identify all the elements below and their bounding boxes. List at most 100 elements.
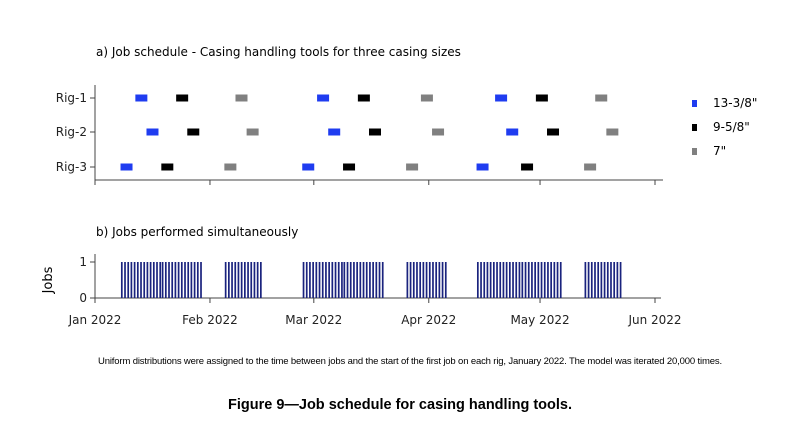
job-bar-stripe bbox=[432, 262, 434, 298]
job-bar-stripe bbox=[409, 262, 412, 298]
job-bar-stripe bbox=[228, 262, 230, 298]
job-bar-stripe bbox=[406, 262, 409, 298]
panel-b-y-tick-label: 1 bbox=[79, 255, 87, 269]
job-bar-stripe bbox=[476, 262, 479, 298]
job-bar-stripe bbox=[619, 262, 622, 298]
job-bar-stripe bbox=[159, 262, 162, 298]
schedule-marker bbox=[420, 94, 433, 102]
job-bar-stripe bbox=[597, 262, 600, 298]
job-bar-stripe bbox=[381, 262, 384, 298]
job-bar-stripe bbox=[378, 262, 381, 298]
job-bar-stripe bbox=[353, 262, 355, 298]
panel-b-axes: 0 1 Jobs Jan 2022 Feb 2022 Mar 2022 Apr 2022 Ma… bbox=[41, 254, 682, 327]
job-bar-stripe bbox=[346, 262, 349, 298]
job-bar-stripe bbox=[547, 262, 549, 298]
job-bar-stripe bbox=[480, 262, 482, 298]
job-bar-stripe bbox=[321, 262, 324, 298]
schedule-marker bbox=[535, 94, 548, 102]
schedule-marker bbox=[161, 163, 174, 171]
job-period-bar bbox=[302, 262, 343, 298]
job-bar-stripe bbox=[556, 262, 559, 298]
job-bar-stripe bbox=[234, 262, 237, 298]
job-bar-stripe bbox=[616, 262, 619, 298]
panel-a-y-tick-label: Rig-2 bbox=[56, 125, 87, 139]
job-bar-stripe bbox=[318, 262, 321, 298]
job-bar-stripe bbox=[168, 262, 170, 298]
job-bar-stripe bbox=[315, 262, 318, 298]
job-bar-stripe bbox=[412, 262, 415, 298]
job-period-bar bbox=[521, 262, 562, 298]
job-bar-stripe bbox=[331, 262, 334, 298]
schedule-marker bbox=[343, 163, 356, 171]
job-bar-stripe bbox=[521, 262, 524, 298]
job-bar-stripe bbox=[325, 262, 327, 298]
job-bar-stripe bbox=[559, 262, 562, 298]
schedule-marker bbox=[146, 128, 159, 136]
panel-b-x-tick-label: May 2022 bbox=[510, 313, 569, 327]
schedule-marker bbox=[224, 163, 237, 171]
job-bar-stripe bbox=[584, 262, 587, 298]
job-bar-stripe bbox=[428, 262, 431, 298]
schedule-marker bbox=[595, 94, 608, 102]
job-bar-stripe bbox=[543, 262, 546, 298]
job-bar-stripe bbox=[231, 262, 233, 298]
schedule-marker bbox=[506, 128, 519, 136]
job-bar-stripe bbox=[136, 262, 139, 298]
job-bar-stripe bbox=[190, 262, 193, 298]
panel-b-x-tick-label: Jan 2022 bbox=[68, 313, 122, 327]
job-bar-stripe bbox=[613, 262, 616, 298]
job-bar-stripe bbox=[187, 262, 190, 298]
schedule-marker bbox=[328, 128, 341, 136]
job-bar-stripe bbox=[152, 262, 155, 298]
job-bar-stripe bbox=[365, 262, 368, 298]
job-bar-stripe bbox=[253, 262, 256, 298]
panel-a-marks bbox=[120, 94, 619, 171]
job-bar-stripe bbox=[120, 262, 123, 298]
job-bar-stripe bbox=[422, 262, 425, 298]
panel-b-title: b) Jobs performed simultaneously bbox=[96, 225, 298, 239]
job-bar-stripe bbox=[610, 262, 612, 298]
job-bar-stripe bbox=[505, 262, 508, 298]
schedule-marker bbox=[495, 94, 508, 102]
job-bar-stripe bbox=[337, 262, 340, 298]
job-bar-stripe bbox=[224, 262, 227, 298]
job-bar-stripe bbox=[486, 262, 489, 298]
job-bar-stripe bbox=[193, 262, 196, 298]
job-period-bar bbox=[343, 262, 384, 298]
job-bar-stripe bbox=[171, 262, 174, 298]
job-bar-stripe bbox=[600, 262, 603, 298]
job-bar-stripe bbox=[312, 262, 314, 298]
job-bar-stripe bbox=[518, 262, 521, 298]
panel-b-x-tick-label: Jun 2022 bbox=[627, 313, 681, 327]
job-bar-stripe bbox=[184, 262, 186, 298]
panel-b-x-tick-label: Feb 2022 bbox=[182, 313, 238, 327]
job-bar-stripe bbox=[359, 262, 362, 298]
job-bar-stripe bbox=[508, 262, 511, 298]
job-bar-stripe bbox=[550, 262, 552, 298]
job-bar-stripe bbox=[416, 262, 418, 298]
job-bar-stripe bbox=[177, 262, 180, 298]
job-bar-stripe bbox=[180, 262, 183, 298]
schedule-marker bbox=[120, 163, 133, 171]
job-bar-stripe bbox=[237, 262, 240, 298]
job-bar-stripe bbox=[531, 262, 533, 298]
panel-a-y-tick-label: Rig-1 bbox=[56, 91, 87, 105]
legend-label: 9-5/8" bbox=[713, 120, 750, 134]
job-bar-stripe bbox=[149, 262, 152, 298]
figure-canvas: a) Job schedule - Casing handling tools … bbox=[41, 45, 757, 327]
job-bar-stripe bbox=[524, 262, 527, 298]
schedule-marker bbox=[432, 128, 445, 136]
schedule-marker bbox=[584, 163, 597, 171]
job-bar-stripe bbox=[328, 262, 330, 298]
job-bar-stripe bbox=[438, 262, 441, 298]
job-bar-stripe bbox=[369, 262, 371, 298]
schedule-marker bbox=[302, 163, 315, 171]
figure-caption: Figure 9—Job schedule for casing handlin… bbox=[227, 397, 572, 413]
job-bar-stripe bbox=[512, 262, 514, 298]
panel-b-x-tick-label: Mar 2022 bbox=[285, 313, 342, 327]
job-bar-stripe bbox=[127, 262, 130, 298]
job-period-bar bbox=[224, 262, 262, 298]
job-period-bar bbox=[161, 262, 202, 298]
panel-b-y-axis-label: Jobs bbox=[41, 266, 56, 294]
legend-swatch bbox=[692, 124, 697, 131]
